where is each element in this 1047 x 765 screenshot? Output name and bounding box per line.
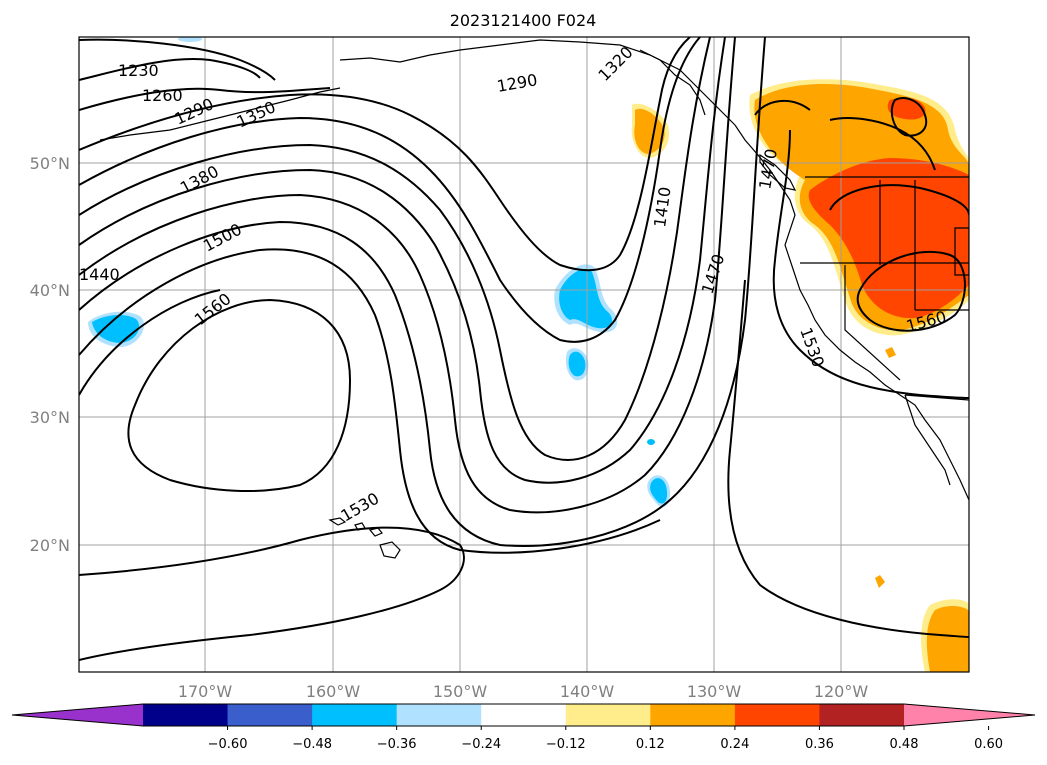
- colorbar-segment: [650, 704, 736, 726]
- colorbar-tick-label: 0.12: [636, 737, 665, 752]
- colorbar-tick-label: −0.36: [377, 737, 417, 752]
- colorbar-tick-label: −0.60: [208, 737, 248, 752]
- lon-label: 130°W: [687, 682, 742, 701]
- latitude-labels: 50°N 40°N 30°N 20°N: [30, 154, 70, 555]
- colorbar-tick-label: 0.24: [720, 737, 749, 752]
- colorbar-segment: [481, 704, 567, 726]
- lat-label: 40°N: [30, 281, 70, 300]
- colorbar-segment: [396, 704, 482, 726]
- negative-anomaly-fill: [88, 37, 671, 507]
- lon-label: 120°W: [814, 682, 869, 701]
- colorbar-extend-high: [904, 704, 1035, 726]
- contour-label: 1440: [79, 265, 120, 284]
- height-contours: [79, 37, 969, 661]
- colorbar-extend-low: [12, 704, 143, 726]
- colorbar-tick-label: 0.48: [890, 737, 919, 752]
- lon-label: 160°W: [306, 682, 361, 701]
- colorbar-outline: [11, 703, 1036, 727]
- colorbar-segment: [227, 704, 313, 726]
- lat-label: 30°N: [30, 408, 70, 427]
- colorbar-tick-label: −0.24: [461, 737, 501, 752]
- longitude-labels: 170°W 160°W 150°W 140°W 130°W 120°W: [178, 682, 869, 701]
- colorbar-segment: [819, 704, 905, 726]
- colorbar-tick-label: −0.48: [292, 737, 332, 752]
- lon-label: 140°W: [560, 682, 615, 701]
- lon-label: 170°W: [178, 682, 233, 701]
- map-title: 2023121400 F024: [450, 11, 597, 30]
- coastlines: [99, 39, 969, 559]
- colorbar-segment: [734, 704, 820, 726]
- colorbar: −0.60 −0.48 −0.36 −0.24 −0.12 0.12 0.24 0.36 0.4…: [11, 703, 1036, 752]
- lat-label: 50°N: [30, 154, 70, 173]
- lat-label: 20°N: [30, 536, 70, 555]
- colorbar-segment: [565, 704, 651, 726]
- colorbar-tick-label: 0.60: [974, 737, 1003, 752]
- contour-label: 1260: [142, 86, 183, 105]
- map-area: 1230 1260 1290 1350 1380 1440 1500 1560 …: [79, 37, 969, 672]
- colorbar-segment: [312, 704, 398, 726]
- lon-label: 150°W: [433, 682, 488, 701]
- map-frame: [78, 36, 970, 673]
- colorbar-segment: [143, 704, 229, 726]
- contour-label: 1230: [118, 61, 159, 80]
- colorbar-tick-label: −0.12: [546, 737, 586, 752]
- colorbar-tick-label: 0.36: [805, 737, 834, 752]
